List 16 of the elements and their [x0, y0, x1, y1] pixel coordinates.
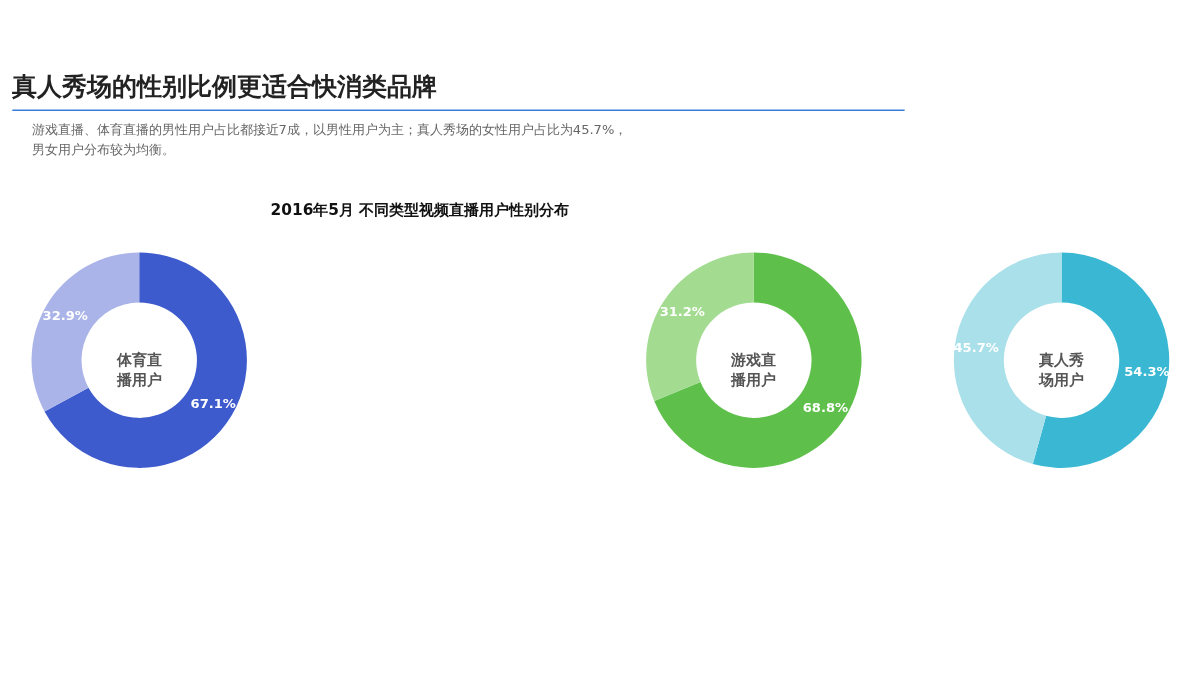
- text: 游戏直播、体育直播的男性用户占比都接近7成，以男性用户为主；真人秀场的女性用户占比为45.7%，: [31, 122, 628, 138]
- donut-slice: [654, 252, 862, 468]
- data-label: 54.3%: [1124, 363, 1170, 379]
- data-label: 32.9%: [42, 307, 88, 323]
- text: 2016年5月 不同类型视频直播用户性别分布: [270, 200, 570, 219]
- data-label: 67.1%: [190, 396, 236, 412]
- text: 游戏直播用户: [730, 350, 777, 389]
- text: 真人秀场用户: [1038, 350, 1085, 389]
- donut-slice: [44, 252, 247, 468]
- data-label: 31.2%: [659, 304, 705, 320]
- data-label: 68.8%: [802, 400, 849, 416]
- donut-slice: [1032, 252, 1170, 468]
- text: 真人秀场的性别比例更适合快消类品牌: [11, 71, 438, 101]
- text: 男女用户分布较为均衡。: [31, 142, 175, 158]
- text: 体育直播用户: [115, 350, 162, 389]
- data-label: 45.7%: [953, 340, 999, 356]
